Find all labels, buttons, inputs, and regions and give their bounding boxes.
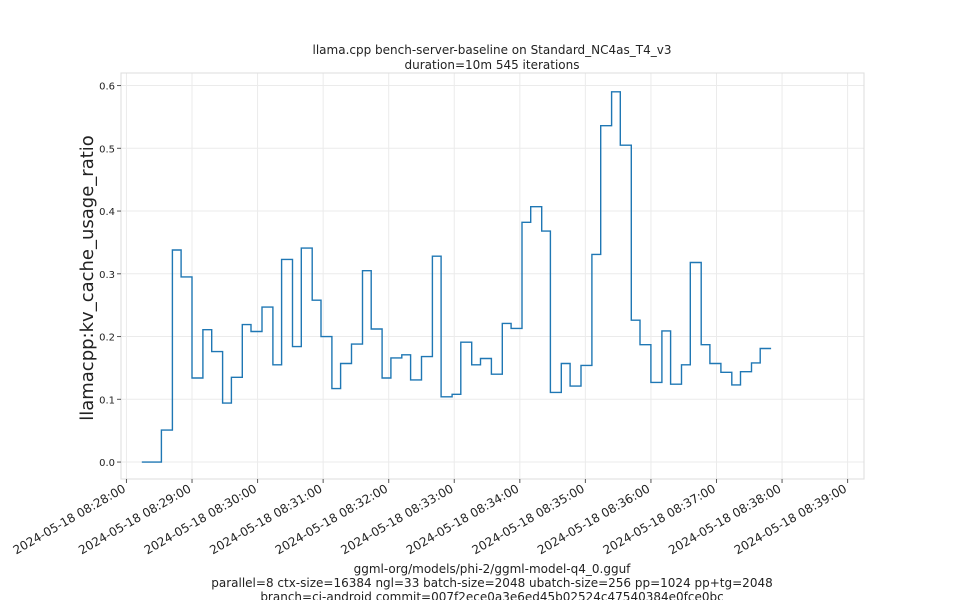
x-tick-label: 2024-05-18 08:35:00 bbox=[469, 481, 586, 557]
y-axis: 0.0 0.1 0.2 0.3 0.4 0.5 0.6 bbox=[99, 82, 121, 469]
y-tick-label: 0.1 bbox=[99, 395, 115, 406]
x-tick-label: 2024-05-18 08:36:00 bbox=[535, 481, 652, 557]
y-tick-label: 0.5 bbox=[99, 144, 115, 155]
x-tick-label: 2024-05-18 08:32:00 bbox=[273, 481, 390, 557]
x-tick-label: 2024-05-18 08:39:00 bbox=[732, 481, 849, 557]
x-tick-label: 2024-05-18 08:29:00 bbox=[76, 481, 193, 557]
chart-subtitle: duration=10m 545 iterations bbox=[405, 58, 580, 72]
y-tick-label: 0.4 bbox=[99, 207, 115, 218]
series-line bbox=[141, 91, 772, 463]
y-tick-label: 0.3 bbox=[99, 270, 115, 281]
chart-title: llama.cpp bench-server-baseline on Stand… bbox=[313, 43, 672, 57]
y-tick-label: 0.0 bbox=[99, 458, 115, 469]
x-tick-label: 2024-05-18 08:38:00 bbox=[666, 481, 783, 557]
x-tick-label: 2024-05-18 08:30:00 bbox=[142, 481, 259, 557]
x-tick-label: 2024-05-18 08:28:00 bbox=[11, 481, 128, 557]
x-tick-label: 2024-05-18 08:34:00 bbox=[404, 481, 521, 557]
plot-frame bbox=[120, 72, 865, 480]
y-tick-label: 0.2 bbox=[99, 333, 115, 344]
x-tick-label: 2024-05-18 08:37:00 bbox=[601, 481, 718, 557]
x-axis-label-line-3: branch=ci-android commit=007f2ece0a3e6ed… bbox=[260, 590, 723, 600]
x-tick-label: 2024-05-18 08:31:00 bbox=[207, 481, 324, 557]
x-axis-label-line-2: parallel=8 ctx-size=16384 ngl=33 batch-s… bbox=[211, 576, 772, 590]
y-axis-label: llamacpp:kv_cache_usage_ratio bbox=[77, 135, 98, 421]
x-tick-label: 2024-05-18 08:33:00 bbox=[338, 481, 455, 557]
x-axis-label-line-1: ggml-org/models/phi-2/ggml-model-q4_0.gg… bbox=[354, 562, 632, 576]
y-tick-label: 0.6 bbox=[99, 82, 115, 93]
grid bbox=[121, 73, 864, 479]
